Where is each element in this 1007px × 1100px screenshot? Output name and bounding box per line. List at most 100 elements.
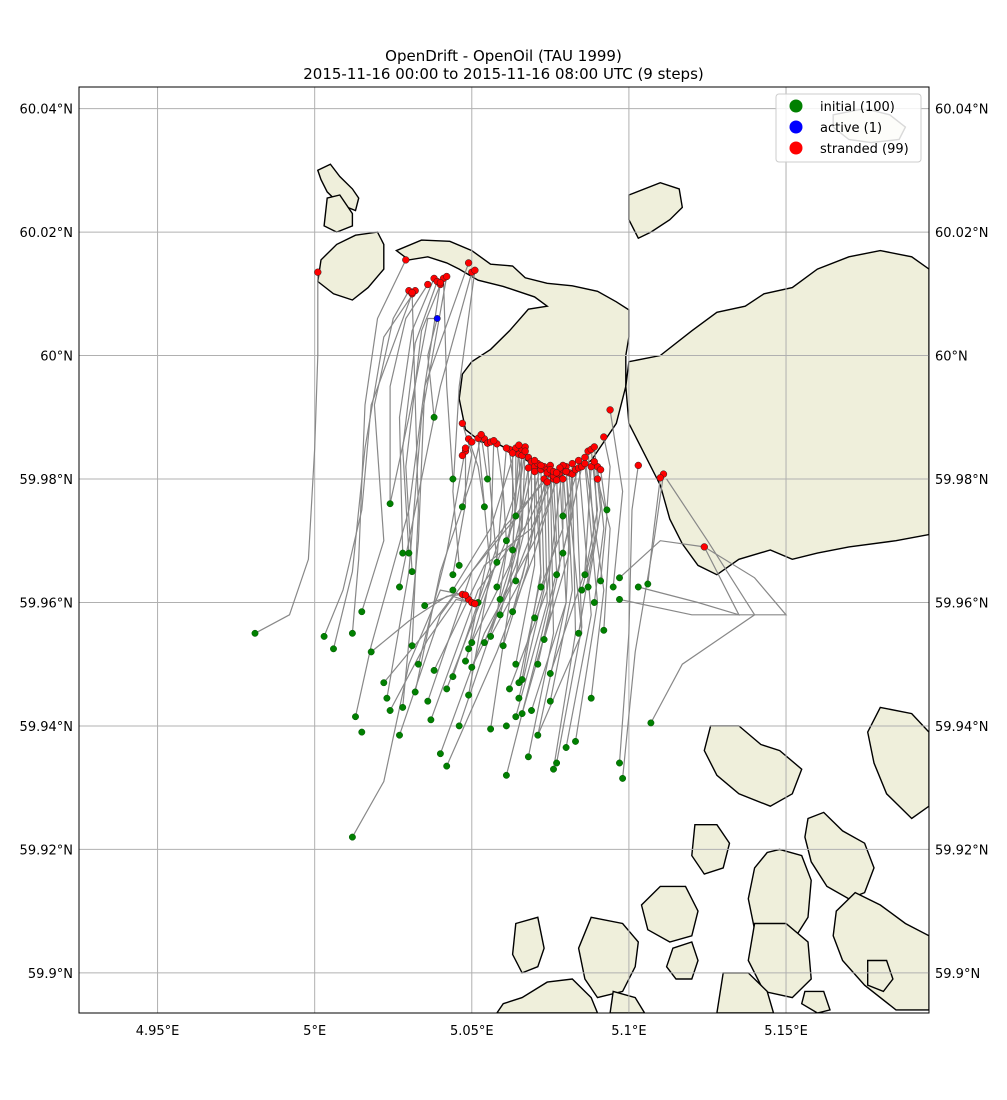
trajectory-line — [332, 290, 416, 649]
legend-box — [775, 93, 922, 163]
chart-subtitle: 2015-11-16 00:00 to 2015-11-16 08:00 UTC… — [303, 65, 704, 83]
stranded-particle — [443, 272, 451, 281]
initial-particle — [534, 660, 542, 668]
legend-marker — [789, 141, 803, 155]
legend-label: initial (100) — [820, 100, 895, 115]
stranded-particle — [559, 475, 567, 483]
initial-particle — [443, 762, 451, 770]
initial-particle — [480, 639, 488, 647]
initial-particle — [367, 648, 375, 656]
initial-particle — [581, 571, 589, 579]
initial-particle — [421, 602, 429, 610]
stranded-particle — [464, 259, 473, 267]
land-polygon — [640, 885, 699, 943]
initial-particle — [578, 586, 586, 594]
land-polygon — [323, 194, 354, 233]
lat-tick-label-left: 60.02°N — [20, 226, 73, 241]
trajectory-line — [398, 272, 473, 588]
stranded-particles-layer — [314, 256, 708, 608]
lat-tick-label-left: 60°N — [40, 350, 73, 365]
initial-particle — [559, 512, 567, 520]
initial-particle — [553, 571, 561, 579]
stranded-particle — [521, 447, 529, 455]
land-polygon — [866, 706, 929, 820]
initial-particle — [408, 642, 416, 650]
legend: initial (100) active (1) stranded (99) — [775, 93, 922, 163]
initial-particle — [430, 413, 438, 421]
initial-particle — [383, 694, 391, 702]
trajectory-line — [452, 451, 467, 575]
initial-particle — [499, 642, 507, 650]
initial-particle — [546, 670, 554, 677]
lon-tick-label: 5.05°E — [450, 1024, 494, 1039]
initial-particle — [399, 703, 407, 711]
stranded-particle — [314, 268, 322, 276]
trajectory-line — [361, 290, 410, 612]
initial-particle — [528, 707, 535, 714]
trajectory-line — [254, 272, 319, 634]
initial-particle — [512, 577, 520, 585]
initial-particle — [330, 645, 337, 653]
trajectory-line — [480, 435, 489, 480]
initial-particle — [587, 694, 595, 702]
initial-particle — [562, 744, 570, 751]
land-polygon — [316, 163, 360, 212]
land-polygon — [703, 725, 803, 807]
trajectory-line — [521, 471, 542, 680]
stranded-particle — [552, 469, 561, 477]
initial-particle — [386, 500, 394, 508]
trajectory-line — [518, 469, 545, 699]
stranded-particle — [600, 433, 608, 441]
trajectory-line — [527, 474, 555, 757]
trajectory-line — [452, 270, 476, 566]
trajectory-line — [398, 471, 554, 736]
initial-particle — [251, 629, 259, 637]
trajectory-line — [439, 479, 558, 754]
stranded-particle — [461, 591, 470, 599]
initial-particle — [616, 595, 623, 603]
initial-particle — [405, 549, 413, 557]
lat-tick-label-right: 59.94°N — [935, 720, 988, 735]
lat-tick-label-right: 60.04°N — [935, 103, 988, 118]
initial-particle — [358, 608, 366, 616]
trajectory-line — [562, 466, 583, 554]
lat-tick-label-left: 59.98°N — [20, 473, 73, 488]
land-polygon — [511, 916, 545, 974]
land-polygon — [609, 990, 646, 1013]
initial-particle — [455, 722, 463, 730]
grid-layer — [79, 87, 929, 1013]
axis-ticks: 4.95°E 5°E 5.05°E 5.1°E 5.15°E 59.9°N 59.9°N 59… — [20, 103, 989, 1039]
land-polygon — [832, 891, 929, 1011]
initial-particle — [414, 660, 422, 668]
stranded-particle — [596, 466, 605, 474]
stranded-particle — [530, 456, 539, 465]
lat-tick-label-right: 59.92°N — [935, 843, 988, 858]
initial-particle — [411, 688, 419, 696]
trajectory-line — [515, 466, 536, 665]
stranded-particle — [537, 461, 545, 470]
initial-particle — [348, 629, 356, 637]
stranded-particle — [552, 476, 561, 484]
lon-tick-label: 5.15°E — [764, 1024, 808, 1039]
stranded-particle — [590, 458, 598, 466]
initial-particle — [553, 759, 561, 767]
trajectory-line — [521, 469, 551, 714]
initial-particle — [449, 475, 457, 483]
initial-particle — [449, 586, 457, 594]
active-particles-layer — [433, 315, 441, 322]
trajectory-line — [442, 278, 454, 480]
stranded-particle — [458, 419, 467, 428]
trajectory-line — [351, 259, 407, 634]
trajectory-line — [508, 465, 564, 690]
trajectory-line — [427, 318, 438, 418]
initial-particle — [352, 713, 359, 721]
initial-particle — [386, 707, 394, 714]
stranded-particle — [471, 600, 479, 608]
stranded-particle — [458, 451, 467, 460]
trajectory-line — [405, 284, 441, 572]
initial-particle — [550, 765, 557, 773]
lon-tick-label: 4.95°E — [136, 1024, 180, 1039]
initial-particle — [509, 608, 517, 616]
stranded-particle — [581, 453, 589, 462]
